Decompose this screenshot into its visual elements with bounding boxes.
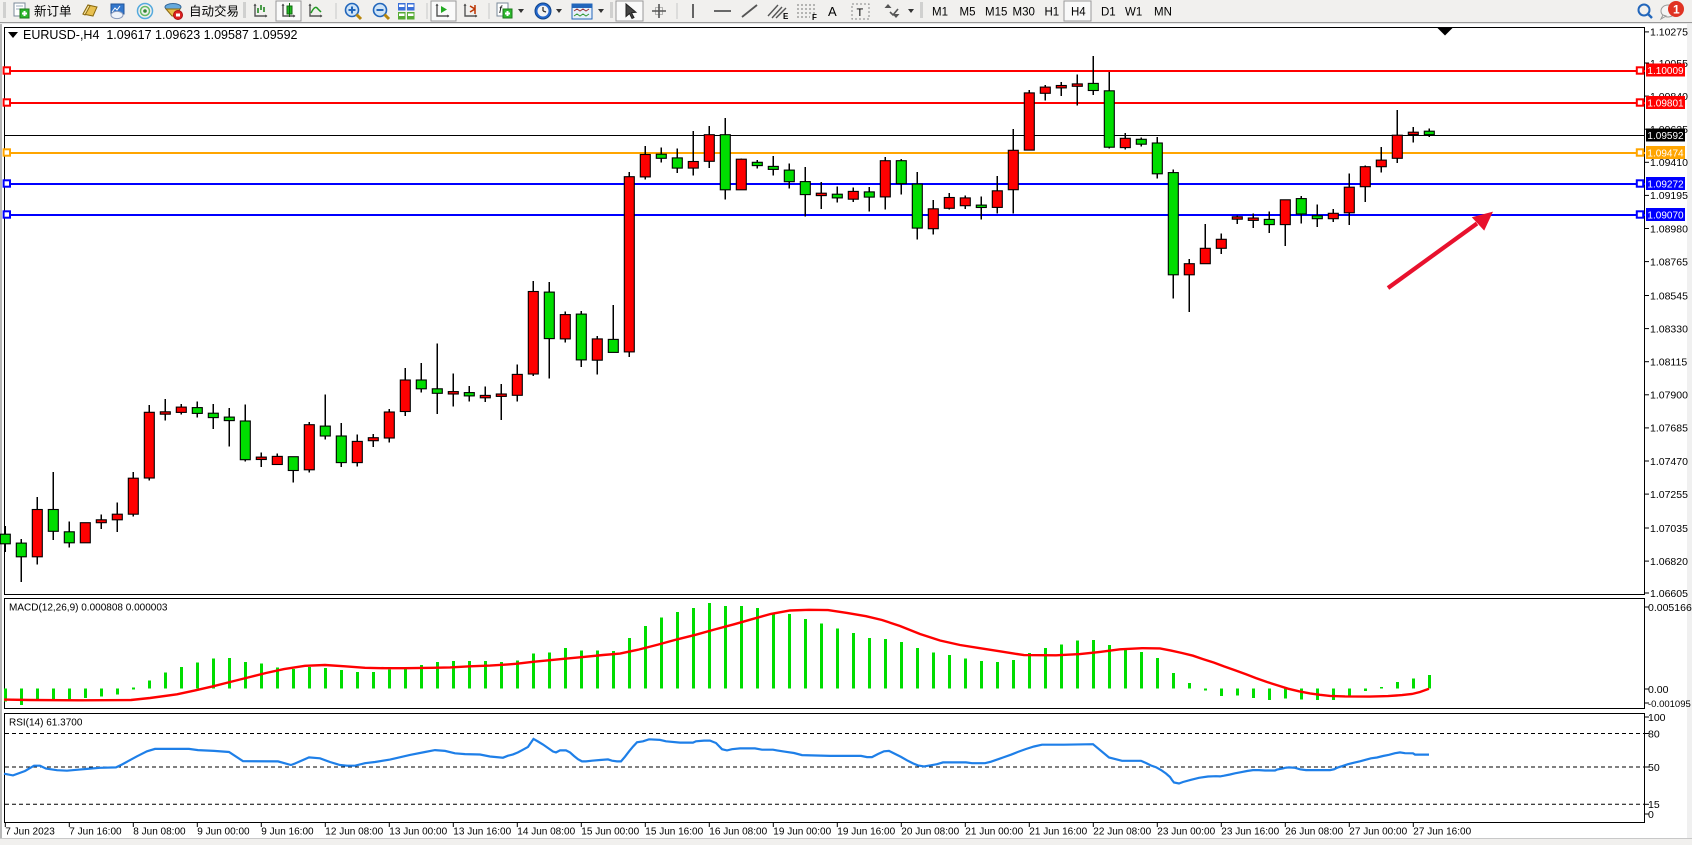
svg-text:1.07685: 1.07685 bbox=[1650, 423, 1688, 435]
svg-text:-0.001095: -0.001095 bbox=[1648, 699, 1691, 710]
svg-text:13 Jun 16:00: 13 Jun 16:00 bbox=[453, 827, 511, 838]
svg-text:7 Jun 16:00: 7 Jun 16:00 bbox=[69, 827, 122, 838]
svg-text:1.09801: 1.09801 bbox=[1647, 98, 1684, 109]
svg-text:23 Jun 16:00: 23 Jun 16:00 bbox=[1221, 827, 1279, 838]
svg-text:新订单: 新订单 bbox=[34, 4, 72, 19]
svg-text:26 Jun 08:00: 26 Jun 08:00 bbox=[1285, 827, 1343, 838]
svg-text:16 Jun 08:00: 16 Jun 08:00 bbox=[709, 827, 767, 838]
svg-text:f: f bbox=[499, 5, 503, 16]
svg-text:14 Jun 08:00: 14 Jun 08:00 bbox=[517, 827, 575, 838]
svg-text:M15: M15 bbox=[985, 7, 1007, 19]
svg-text:1.09070: 1.09070 bbox=[1647, 210, 1684, 221]
svg-text:23 Jun 00:00: 23 Jun 00:00 bbox=[1157, 827, 1215, 838]
svg-text:MN: MN bbox=[1154, 7, 1172, 19]
svg-text:1.07255: 1.07255 bbox=[1650, 489, 1688, 501]
svg-text:EURUSD-,H4 1.09617 1.09623 1.: EURUSD-,H4 1.09617 1.09623 1.09587 1.095… bbox=[23, 28, 298, 42]
svg-text:100: 100 bbox=[1648, 712, 1666, 724]
svg-text:27 Jun 00:00: 27 Jun 00:00 bbox=[1349, 827, 1407, 838]
svg-text:12 Jun 08:00: 12 Jun 08:00 bbox=[325, 827, 383, 838]
svg-text:1: 1 bbox=[1673, 3, 1680, 17]
svg-text:19 Jun 00:00: 19 Jun 00:00 bbox=[773, 827, 831, 838]
svg-text:15 Jun 00:00: 15 Jun 00:00 bbox=[581, 827, 639, 838]
svg-text:1.06820: 1.06820 bbox=[1650, 556, 1688, 568]
svg-text:15: 15 bbox=[1648, 799, 1660, 811]
svg-text:MACD(12,26,9) 0.000808 0.00000: MACD(12,26,9) 0.000808 0.000003 bbox=[9, 603, 168, 614]
svg-text:20 Jun 08:00: 20 Jun 08:00 bbox=[901, 827, 959, 838]
svg-text:1.09410: 1.09410 bbox=[1650, 157, 1688, 169]
svg-text:M30: M30 bbox=[1013, 7, 1035, 19]
svg-text:1.09195: 1.09195 bbox=[1650, 190, 1688, 202]
svg-text:1.08765: 1.08765 bbox=[1650, 256, 1688, 268]
svg-text:1.09474: 1.09474 bbox=[1647, 148, 1684, 159]
svg-text:7 Jun 2023: 7 Jun 2023 bbox=[5, 827, 55, 838]
svg-text:19 Jun 16:00: 19 Jun 16:00 bbox=[837, 827, 895, 838]
svg-text:13 Jun 00:00: 13 Jun 00:00 bbox=[389, 827, 447, 838]
svg-text:H4: H4 bbox=[1071, 7, 1086, 19]
svg-text:自动交易: 自动交易 bbox=[189, 4, 239, 19]
svg-text:50: 50 bbox=[1648, 762, 1660, 774]
svg-text:1.07470: 1.07470 bbox=[1650, 456, 1688, 468]
svg-text:1.08980: 1.08980 bbox=[1650, 223, 1688, 235]
svg-text:1.10275: 1.10275 bbox=[1650, 27, 1688, 39]
svg-text:0.00: 0.00 bbox=[1648, 684, 1669, 696]
svg-text:T: T bbox=[857, 7, 864, 19]
svg-text:F: F bbox=[812, 13, 817, 22]
svg-text:9 Jun 16:00: 9 Jun 16:00 bbox=[261, 827, 314, 838]
svg-text:E: E bbox=[783, 12, 789, 21]
svg-text:0: 0 bbox=[1648, 809, 1654, 821]
svg-text:1.08545: 1.08545 bbox=[1650, 290, 1688, 302]
svg-text:9 Jun 00:00: 9 Jun 00:00 bbox=[197, 827, 250, 838]
svg-text:1.09272: 1.09272 bbox=[1647, 179, 1684, 190]
svg-text:M5: M5 bbox=[960, 7, 976, 19]
svg-text:H1: H1 bbox=[1045, 7, 1060, 19]
svg-text:21 Jun 00:00: 21 Jun 00:00 bbox=[965, 827, 1023, 838]
svg-text:15 Jun 16:00: 15 Jun 16:00 bbox=[645, 827, 703, 838]
svg-text:1.07035: 1.07035 bbox=[1650, 523, 1688, 535]
svg-text:1.07900: 1.07900 bbox=[1650, 390, 1688, 402]
svg-text:1.06605: 1.06605 bbox=[1650, 588, 1688, 600]
svg-text:22 Jun 08:00: 22 Jun 08:00 bbox=[1093, 827, 1151, 838]
svg-text:RSI(14) 61.3700: RSI(14) 61.3700 bbox=[9, 718, 83, 729]
svg-text:1.10009: 1.10009 bbox=[1647, 66, 1684, 77]
svg-text:1.08330: 1.08330 bbox=[1650, 323, 1688, 335]
svg-text:M1: M1 bbox=[932, 7, 948, 19]
svg-text:1.09592: 1.09592 bbox=[1647, 131, 1684, 142]
svg-text:A: A bbox=[828, 4, 837, 19]
svg-text:21 Jun 16:00: 21 Jun 16:00 bbox=[1029, 827, 1087, 838]
svg-text:0.005166: 0.005166 bbox=[1648, 602, 1692, 614]
svg-text:D1: D1 bbox=[1101, 7, 1116, 19]
svg-text:27 Jun 16:00: 27 Jun 16:00 bbox=[1413, 827, 1471, 838]
svg-text:W1: W1 bbox=[1125, 7, 1142, 19]
svg-text:8 Jun 08:00: 8 Jun 08:00 bbox=[133, 827, 186, 838]
svg-text:1.08115: 1.08115 bbox=[1650, 357, 1687, 369]
svg-text:80: 80 bbox=[1648, 728, 1660, 740]
